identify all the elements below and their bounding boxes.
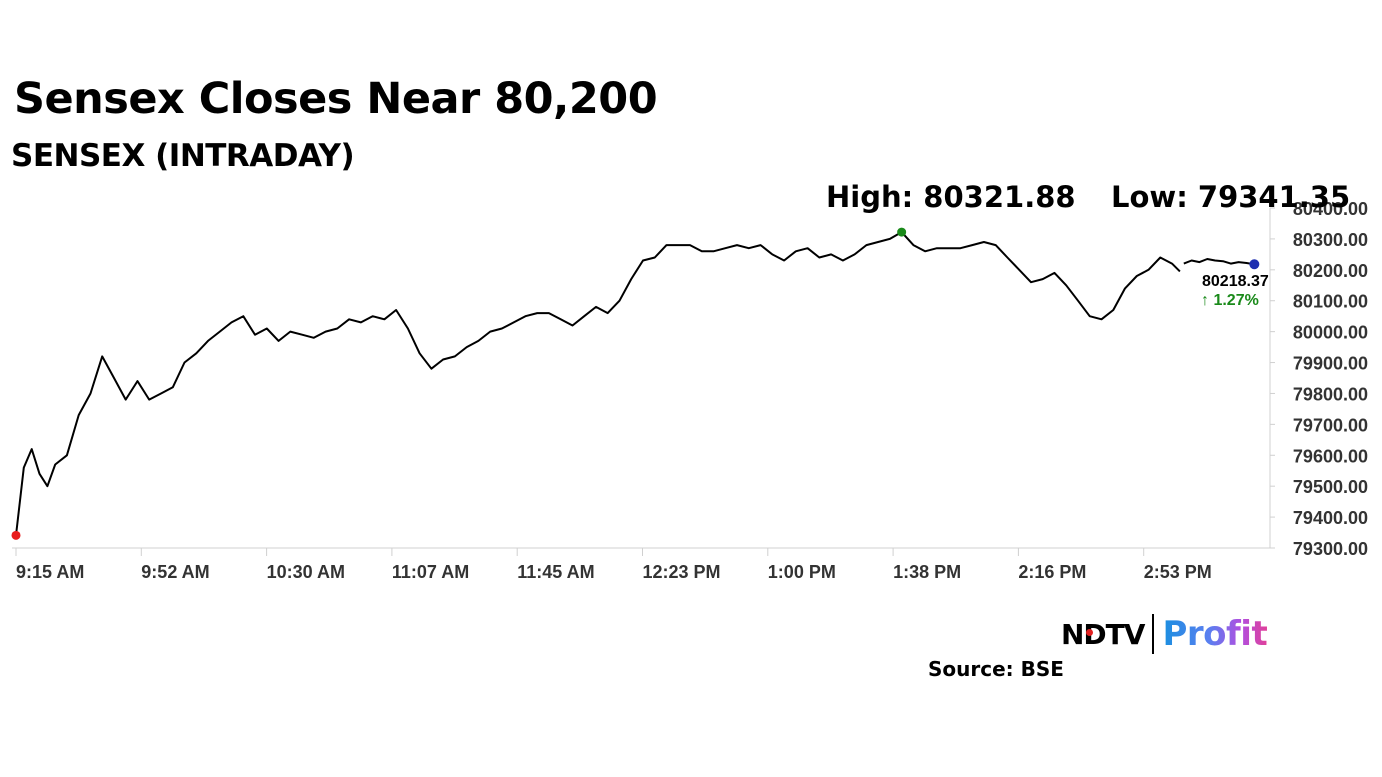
- y-tick-label: 79800.00: [1293, 384, 1368, 404]
- x-tick-label: 9:52 AM: [141, 562, 209, 582]
- x-tick-label: 11:07 AM: [392, 562, 469, 582]
- x-tick-label: 1:00 PM: [768, 562, 836, 582]
- y-tick-label: 80000.00: [1293, 323, 1368, 343]
- high-point: [897, 227, 907, 237]
- x-tick-label: 9:15 AM: [16, 562, 84, 582]
- headline: Sensex Closes Near 80,200: [14, 74, 658, 124]
- ndtv-profit-logo: NDTV Profit: [1061, 612, 1268, 656]
- series-line: [15, 231, 1181, 536]
- y-tick-label: 80100.00: [1293, 292, 1368, 312]
- logo-divider: [1152, 614, 1155, 654]
- y-tick-label: 80200.00: [1293, 261, 1368, 281]
- x-tick-label: 2:16 PM: [1018, 562, 1086, 582]
- last-value-label: 80218.37: [1202, 273, 1269, 290]
- x-tick-label: 1:38 PM: [893, 562, 961, 582]
- x-tick-label: 2:53 PM: [1144, 562, 1212, 582]
- y-tick-label: 79900.00: [1293, 354, 1368, 374]
- x-tick-label: 12:23 PM: [643, 562, 721, 582]
- close-point: [1249, 259, 1260, 270]
- source-label: Source: BSE: [928, 657, 1064, 681]
- logo-dot-icon: [1086, 629, 1093, 636]
- x-tick-label: 11:45 AM: [517, 562, 594, 582]
- y-tick-label: 79600.00: [1293, 446, 1368, 466]
- chart-title: SENSEX (INTRADAY): [11, 138, 355, 174]
- y-tick-label: 80300.00: [1293, 230, 1368, 250]
- series-line: [1183, 258, 1255, 266]
- y-tick-label: 79300.00: [1293, 539, 1368, 559]
- x-tick-label: 10:30 AM: [267, 562, 345, 582]
- open-point: [11, 530, 21, 540]
- change-label: ↑ 1.27%: [1201, 292, 1259, 309]
- y-tick-label: 79500.00: [1293, 477, 1368, 497]
- low-label: Low: 79341.35: [1111, 180, 1351, 214]
- ndtv-wordmark: NDTV: [1061, 617, 1145, 651]
- y-tick-label: 79700.00: [1293, 415, 1368, 435]
- y-tick-label: 79400.00: [1293, 508, 1368, 528]
- y-tick-label: 80400.00: [1293, 199, 1368, 219]
- high-label: High: 80321.88: [826, 180, 1076, 214]
- profit-wordmark: Profit: [1162, 614, 1268, 654]
